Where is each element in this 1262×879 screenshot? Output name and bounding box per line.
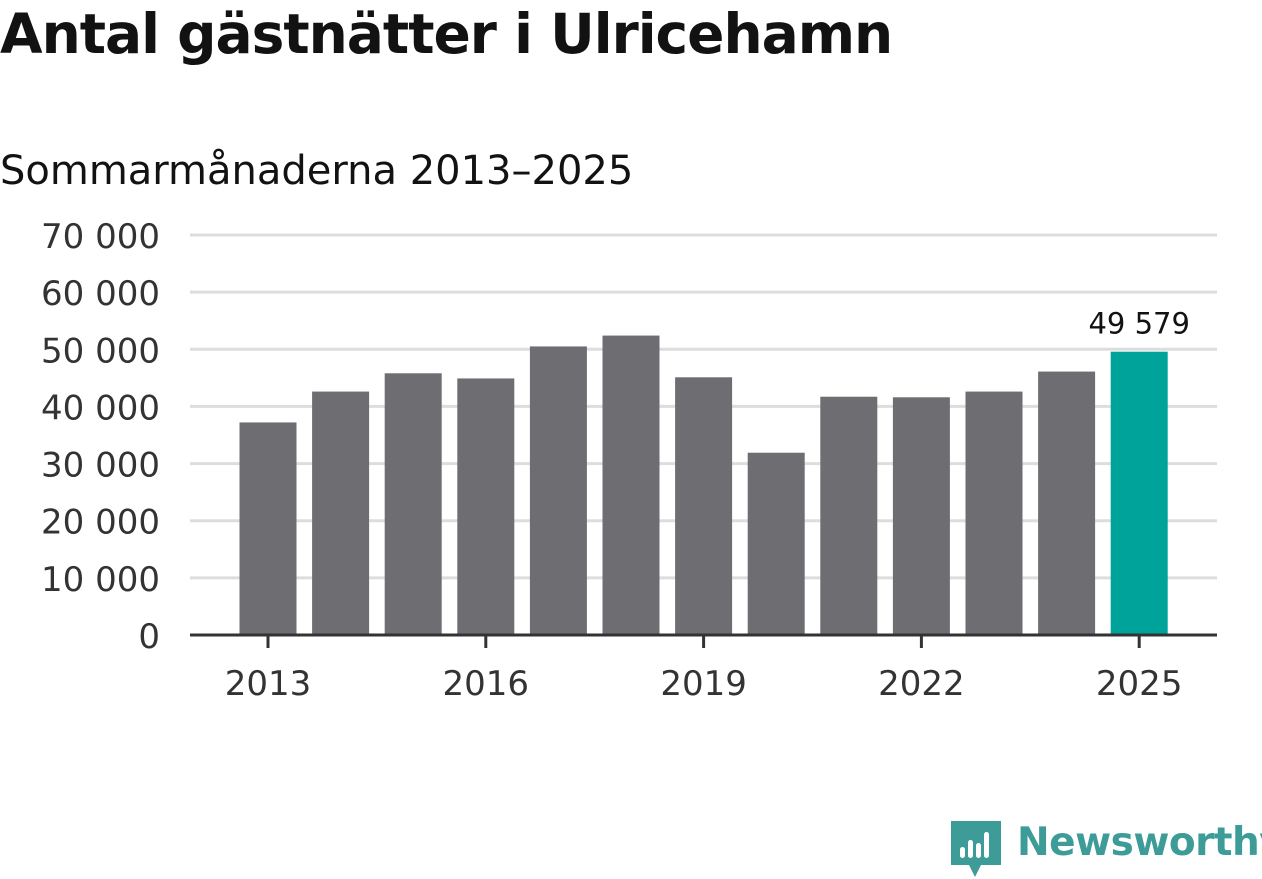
x-tick-label: 2013 <box>225 664 312 704</box>
brand-name: Newsworthy <box>1017 820 1262 865</box>
chart-subtitle: Sommarmånaderna 2013–2025 <box>0 148 634 194</box>
bar <box>457 378 515 635</box>
x-axis-tick-labels: 2013 2016 2019 2022 2025 <box>225 664 1183 704</box>
bar <box>892 397 950 635</box>
newsworthy-logo-icon <box>951 821 1001 877</box>
x-tick-label: 2022 <box>878 664 965 704</box>
bars <box>239 335 1168 635</box>
y-tick-label: 70 000 <box>41 217 160 257</box>
bar <box>602 335 660 635</box>
bar-highlight <box>1110 351 1168 635</box>
y-tick-label: 30 000 <box>41 446 160 486</box>
data-labels: 49 579 <box>1088 307 1189 341</box>
x-tick-label: 2025 <box>1096 664 1183 704</box>
chart-title: Antal gästnätter i Ulricehamn <box>0 2 893 66</box>
y-axis-tick-labels: 0 10 000 20 000 30 000 40 000 50 000 60 000 70 … <box>41 217 160 657</box>
newsworthy-logo: Newsworthy <box>951 820 1262 878</box>
bar <box>384 373 442 635</box>
x-axis <box>190 633 1217 648</box>
data-label: 49 579 <box>1088 307 1189 341</box>
x-tick-label: 2016 <box>443 664 530 704</box>
bar <box>529 346 587 635</box>
y-tick-label: 20 000 <box>41 503 160 543</box>
bar <box>675 377 733 635</box>
y-tick-label: 0 <box>138 617 160 657</box>
bar <box>1038 371 1096 635</box>
y-tick-label: 50 000 <box>41 331 160 371</box>
y-tick-label: 10 000 <box>41 560 160 600</box>
bar <box>239 422 297 635</box>
x-tick-label: 2019 <box>660 664 747 704</box>
bar <box>312 391 370 635</box>
bar <box>965 391 1023 635</box>
bar <box>820 396 878 635</box>
bar <box>747 452 805 635</box>
y-tick-label: 40 000 <box>41 388 160 428</box>
y-tick-label: 60 000 <box>41 274 160 314</box>
